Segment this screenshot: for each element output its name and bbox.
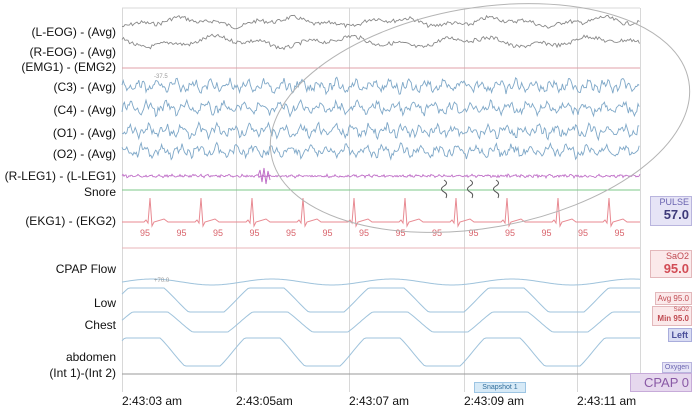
- time-label-5: 2:43:11 am: [577, 394, 637, 408]
- channel-label-emg: (EMG1) - (EMG2): [21, 60, 116, 74]
- channel-label-ekg: (EKG1) - (EKG2): [25, 214, 116, 228]
- ekg-beat-value: 95: [396, 228, 406, 238]
- c3-trace: [121, 76, 640, 96]
- annotation-squiggles: [441, 179, 500, 199]
- channel-label-int: (Int 1)-(Int 2): [49, 366, 116, 380]
- snapshot-marker[interactable]: Snapshot 1: [474, 382, 526, 393]
- signal-traces: [121, 14, 641, 375]
- o1-trace: [121, 121, 640, 142]
- channel-label-o1: (O1) - (Avg): [52, 126, 116, 140]
- ekg-beat-value: 95: [286, 228, 296, 238]
- ekg-beat-value: 95: [542, 228, 552, 238]
- ekg-beat-value: 95: [615, 228, 625, 238]
- channel-label-snore: Snore: [83, 185, 116, 199]
- r-eog-trace: [121, 33, 640, 51]
- low-trace: [121, 287, 640, 313]
- channel-label-chest: Chest: [84, 318, 116, 332]
- cpap-readout: CPAP 0: [630, 373, 692, 392]
- ekg-beat-value: 95: [213, 228, 223, 238]
- abdomen-trace: [121, 337, 640, 367]
- sao2-title: SaO2: [665, 251, 689, 261]
- leg-trace: [121, 173, 641, 179]
- pulse-readout: PULSE 57.0: [650, 196, 692, 226]
- pulse-value: 57.0: [663, 207, 689, 222]
- ekg-beat-value: 95: [140, 228, 150, 238]
- o2-trace: [121, 141, 640, 161]
- sao2-value: 95.0: [663, 261, 689, 276]
- channel-label-c4: (C4) - (Avg): [53, 103, 116, 117]
- sao2-min-title: SaO2: [673, 307, 689, 313]
- channel-label-r-eog: (R-EOG) - (Avg): [29, 45, 116, 59]
- sao2-avg-box: Avg 95.0: [654, 292, 692, 305]
- sao2-min-value: Min 95.0: [657, 314, 689, 323]
- time-gridlines: [122, 7, 641, 392]
- ekg-beat-labels: 95 95 95 95 95 95 95 95 95 95 95 95 95 95: [140, 228, 625, 238]
- channel-label-abdomen: abdomen: [65, 350, 116, 364]
- ekg-beat-value: 95: [177, 228, 187, 238]
- channel-label-cpap-flow: CPAP Flow: [55, 262, 116, 276]
- emg-scale-text: -37.5: [154, 74, 168, 80]
- leg-burst: [257, 167, 271, 185]
- sao2-readout: SaO2 95.0: [650, 250, 692, 278]
- ekg-beat-value: 95: [432, 228, 442, 238]
- time-label-1: 2:43:03 am: [122, 394, 183, 408]
- time-label-4: 2:43:09 am: [464, 394, 525, 408]
- channel-label-c3: (C3) - (Avg): [53, 80, 116, 94]
- pulse-title: PULSE: [659, 197, 689, 207]
- body-position-left: Left: [667, 328, 692, 342]
- cpap-flow-trace: [121, 278, 641, 286]
- ekg-beat-value: 95: [323, 228, 333, 238]
- ekg-beat-value: 95: [578, 228, 588, 238]
- channel-label-leg: (R-LEG1) - (L-LEG1): [4, 169, 116, 183]
- channel-label-l-eog: (L-EOG) - (Avg): [31, 25, 116, 39]
- ekg-trace: [122, 197, 640, 228]
- cpap-scale-text: +70.0: [154, 278, 170, 284]
- time-label-2: 2:43:05am: [236, 394, 293, 408]
- oxygen-box: Oxygen: [661, 362, 692, 373]
- ekg-beat-value: 95: [505, 228, 515, 238]
- ekg-beat-value: 95: [250, 228, 260, 238]
- l-eog-trace: [121, 14, 640, 30]
- annotation-ellipse: [269, 3, 691, 233]
- chest-trace: [121, 311, 640, 333]
- channel-label-low: Low: [93, 296, 116, 310]
- channel-label-o2: (O2) - (Avg): [52, 147, 116, 161]
- time-label-3: 2:43:07 am: [349, 394, 410, 408]
- c4-trace: [121, 98, 640, 118]
- ekg-beat-value: 95: [469, 228, 479, 238]
- ekg-beat-value: 95: [359, 228, 369, 238]
- sao2-min-box: SaO2 Min 95.0: [652, 306, 692, 326]
